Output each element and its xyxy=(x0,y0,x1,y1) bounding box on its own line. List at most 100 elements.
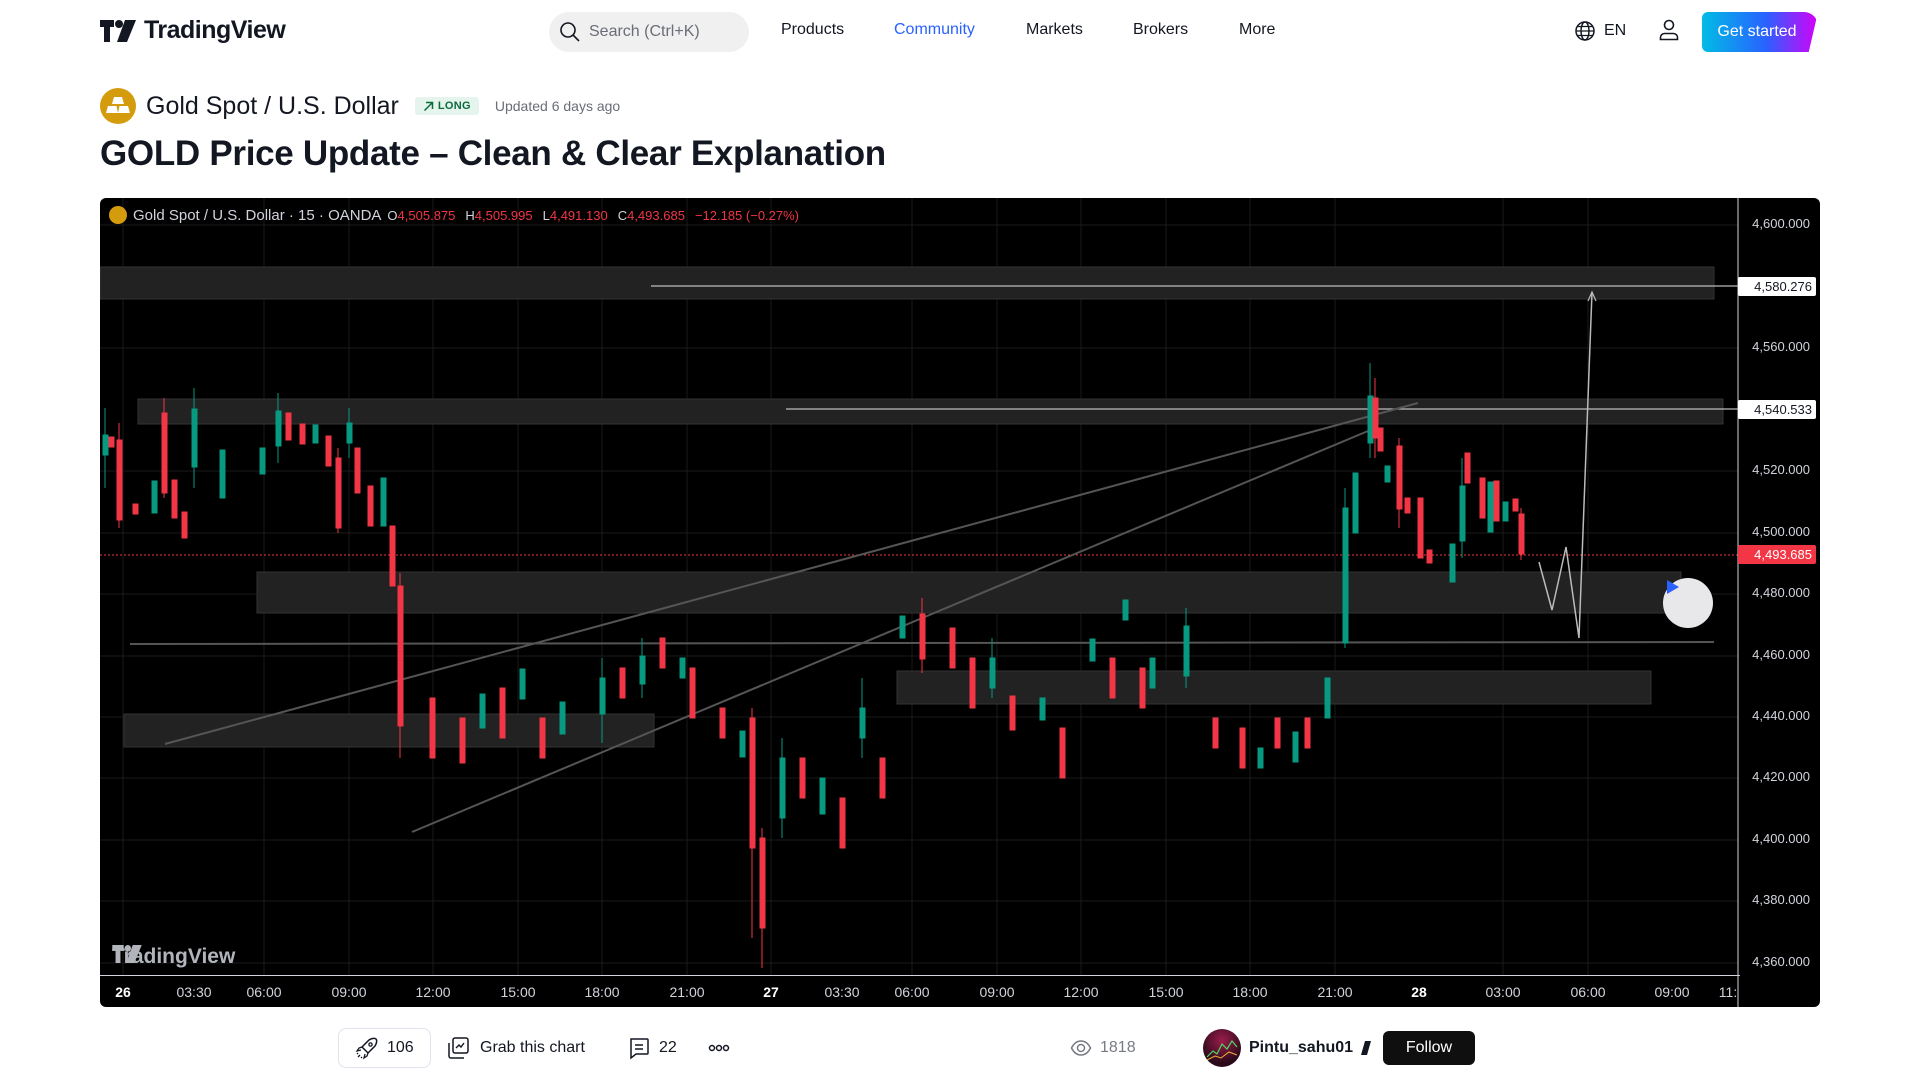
top-header: TradingView Search (Ctrl+K) Products Com… xyxy=(0,0,1920,62)
tradingview-logo-icon xyxy=(100,19,136,42)
nav-community[interactable]: Community xyxy=(894,21,975,38)
chart-widget[interactable]: Gold Spot / U.S. Dollar · 15 · OANDA O 4,… xyxy=(100,198,1820,1007)
chart-canvas[interactable] xyxy=(100,198,1820,1007)
time-tick: 06:00 xyxy=(246,984,282,1000)
gold-symbol-icon xyxy=(109,206,127,224)
comments-button[interactable]: 22 xyxy=(627,1028,677,1068)
nav-markets[interactable]: Markets xyxy=(1026,21,1083,38)
time-tick: 15:00 xyxy=(500,984,536,1000)
time-tick: 28 xyxy=(1411,984,1427,1000)
gold-bars-icon[interactable] xyxy=(100,88,136,124)
time-tick: 06:00 xyxy=(1570,984,1606,1000)
search-placeholder: Search (Ctrl+K) xyxy=(589,23,700,40)
price-tick: 4,500.000 xyxy=(1752,524,1810,539)
play-icon xyxy=(1667,580,1679,594)
author-link[interactable]: Pintu_sahu01 xyxy=(1203,1028,1372,1068)
time-tick: 09:00 xyxy=(979,984,1015,1000)
legend-high-value: 4,505.995 xyxy=(474,207,533,223)
more-options-button[interactable] xyxy=(708,1028,730,1068)
language-selector[interactable]: EN xyxy=(1574,20,1626,42)
time-tick: 27 xyxy=(763,984,779,1000)
nav-brokers[interactable]: Brokers xyxy=(1133,21,1189,38)
target-price-tag: 4,580.276 xyxy=(1738,277,1816,296)
tradingview-logo[interactable]: TradingView xyxy=(100,16,286,45)
legend-open-value: 4,505.875 xyxy=(397,207,456,223)
price-tick: 4,380.000 xyxy=(1752,892,1810,907)
comment-icon xyxy=(630,1038,649,1060)
search-icon xyxy=(560,22,580,42)
view-count: 1818 xyxy=(1070,1028,1136,1068)
watermark-text: TradingView xyxy=(112,945,236,968)
time-tick: 11: xyxy=(1718,984,1738,1000)
logo-text: TradingView xyxy=(144,16,286,44)
legend-low-value: 4,491.130 xyxy=(549,207,608,223)
comment-count: 22 xyxy=(659,1039,677,1056)
legend-close-label: C xyxy=(617,207,628,223)
time-tick: 15:00 xyxy=(1148,984,1184,1000)
nav-more[interactable]: More xyxy=(1239,21,1276,38)
time-tick: 21:00 xyxy=(1317,984,1353,1000)
price-tick: 4,360.000 xyxy=(1752,954,1810,969)
rocket-icon xyxy=(355,1037,378,1060)
legend-high-label: H xyxy=(465,207,475,223)
price-tick: 4,460.000 xyxy=(1752,647,1810,662)
time-tick: 03:30 xyxy=(176,984,212,1000)
time-tick: 03:00 xyxy=(1485,984,1521,1000)
author-badge-icon xyxy=(1361,1041,1372,1055)
grab-chart-button[interactable]: Grab this chart xyxy=(446,1028,585,1068)
more-dots-icon xyxy=(708,1044,730,1052)
legend-change: −12.185 (−0.27%) xyxy=(694,207,800,223)
legend-low-label: L xyxy=(542,207,550,223)
time-tick: 18:00 xyxy=(1232,984,1268,1000)
symbol-row: Gold Spot / U.S. Dollar LONG Updated 6 d… xyxy=(100,88,620,124)
language-label: EN xyxy=(1604,22,1627,39)
last-price-tag: 4,493.685 xyxy=(1738,545,1816,564)
resistance-price-tag: 4,540.533 xyxy=(1738,400,1816,419)
view-count-value: 1818 xyxy=(1100,1039,1136,1056)
symbol-name-link[interactable]: Gold Spot / U.S. Dollar xyxy=(146,91,399,120)
author-avatar[interactable] xyxy=(1203,1029,1241,1067)
search-input[interactable]: Search (Ctrl+K) xyxy=(549,12,749,52)
long-badge-label: LONG xyxy=(437,100,471,112)
price-tick: 4,440.000 xyxy=(1752,708,1810,723)
time-tick: 18:00 xyxy=(584,984,620,1000)
time-tick: 09:00 xyxy=(331,984,367,1000)
arrow-up-right-icon xyxy=(423,101,434,111)
long-badge: LONG xyxy=(414,97,479,115)
play-replay-button[interactable] xyxy=(1663,578,1713,628)
time-tick: 12:00 xyxy=(415,984,451,1000)
price-tick: 4,400.000 xyxy=(1752,831,1810,846)
legend-open-label: O xyxy=(387,207,398,223)
user-icon xyxy=(1659,19,1679,41)
time-tick: 21:00 xyxy=(669,984,705,1000)
price-tick: 4,600.000 xyxy=(1752,216,1810,231)
idea-title: GOLD Price Update – Clean & Clear Explan… xyxy=(100,134,886,173)
grab-chart-label: Grab this chart xyxy=(480,1039,585,1056)
user-menu-button[interactable] xyxy=(1657,18,1681,47)
time-tick: 12:00 xyxy=(1063,984,1099,1000)
price-tick: 4,420.000 xyxy=(1752,769,1810,784)
chart-copy-icon xyxy=(448,1037,469,1059)
follow-button[interactable]: Follow xyxy=(1383,1031,1475,1065)
author-name: Pintu_sahu01 xyxy=(1249,1039,1354,1056)
get-started-button[interactable]: Get started xyxy=(1702,12,1818,52)
legend-symbol[interactable]: Gold Spot / U.S. Dollar · 15 · OANDA xyxy=(133,206,382,224)
price-tick: 4,520.000 xyxy=(1752,462,1810,477)
eye-icon xyxy=(1070,1040,1092,1056)
globe-icon xyxy=(1575,21,1595,41)
tradingview-watermark: TradingView xyxy=(112,945,235,969)
nav-products[interactable]: Products xyxy=(781,21,845,38)
time-tick: 26 xyxy=(115,984,131,1000)
idea-actions-bar: 106 Grab this chart 22 1818 Pintu_sahu01… xyxy=(0,1028,1920,1080)
boost-button[interactable]: 106 xyxy=(338,1028,431,1068)
time-tick: 06:00 xyxy=(894,984,930,1000)
chart-legend: Gold Spot / U.S. Dollar · 15 · OANDA O 4,… xyxy=(109,206,799,224)
time-tick: 09:00 xyxy=(1654,984,1690,1000)
tradingview-logo-icon xyxy=(112,945,142,963)
price-tick: 4,560.000 xyxy=(1752,339,1810,354)
price-tick: 4,480.000 xyxy=(1752,585,1810,600)
time-tick: 03:30 xyxy=(824,984,860,1000)
legend-close-value: 4,493.685 xyxy=(627,207,685,223)
time-axis[interactable]: 26 03:30 06:00 09:00 12:00 15:00 18:00 2… xyxy=(100,975,1740,1007)
boost-count: 106 xyxy=(387,1039,414,1056)
